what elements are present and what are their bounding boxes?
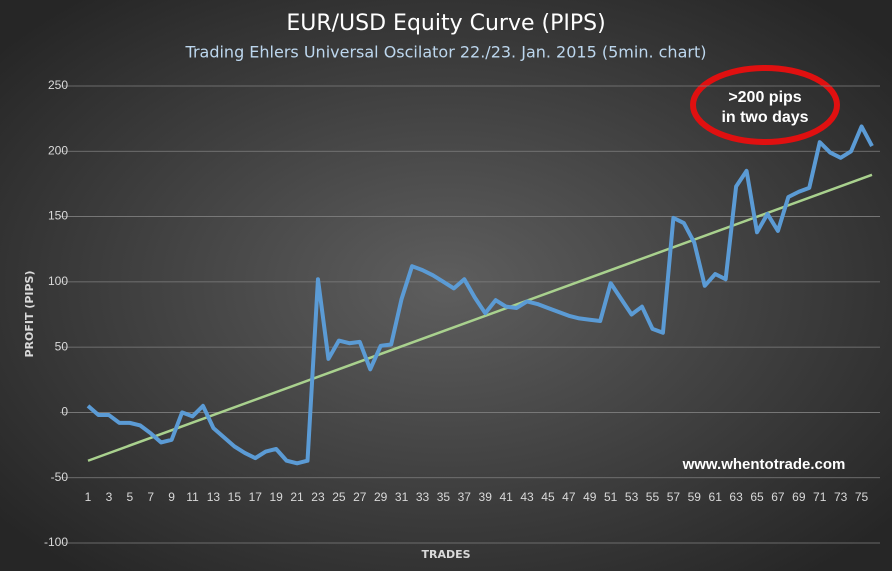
x-tick-label: 35 [437, 490, 451, 504]
x-tick-label: 61 [709, 490, 723, 504]
y-tick-label: 100 [48, 274, 68, 288]
y-tick-label: 150 [48, 209, 68, 223]
x-tick-label: 3 [106, 490, 113, 504]
x-tick-label: 41 [499, 490, 513, 504]
x-tick-label: 5 [126, 490, 133, 504]
y-axis-label: PROFIT (PIPS) [23, 270, 36, 357]
x-tick-label: 15 [228, 490, 242, 504]
x-tick-label: 11 [186, 490, 199, 504]
x-tick-label: 55 [646, 490, 660, 504]
x-tick-label: 13 [207, 490, 221, 504]
annotation: in two days [721, 109, 808, 126]
annotation: >200 pips [728, 89, 801, 106]
x-tick-label: 37 [458, 490, 472, 504]
x-tick-label: 1 [85, 490, 92, 504]
y-tick-label: 50 [55, 339, 69, 353]
x-tick-label: 17 [249, 490, 263, 504]
chart-title: EUR/USD Equity Curve (PIPS) [286, 11, 605, 36]
x-tick-label: 69 [792, 490, 806, 504]
chart-subtitle: Trading Ehlers Universal Oscilator 22./2… [185, 43, 707, 62]
x-tick-label: 45 [541, 490, 555, 504]
x-tick-label: 19 [269, 490, 283, 504]
x-tick-label: 57 [667, 490, 681, 504]
x-tick-label: 9 [168, 490, 175, 504]
x-tick-label: 59 [688, 490, 702, 504]
y-tick-label: 250 [48, 78, 68, 92]
x-tick-label: 75 [855, 490, 869, 504]
highlight-ellipse [690, 65, 840, 145]
x-tick-label: 67 [771, 490, 785, 504]
x-tick-label: 29 [374, 490, 388, 504]
trend-line [87, 173, 873, 462]
x-axis-label: TRADES [421, 548, 470, 561]
x-tick-label: 63 [729, 490, 743, 504]
x-tick-label: 7 [147, 490, 154, 504]
y-tick-label: -50 [51, 470, 69, 484]
x-tick-label: 53 [625, 490, 639, 504]
x-tick-label: 71 [813, 490, 827, 504]
x-tick-label: 23 [311, 490, 325, 504]
x-tick-label: 25 [332, 490, 346, 504]
x-tick-label: 73 [834, 490, 848, 504]
x-tick-label: 31 [395, 490, 409, 504]
x-tick-label: 21 [290, 490, 304, 504]
x-tick-label: 33 [416, 490, 430, 504]
x-tick-label: 27 [353, 490, 367, 504]
x-tick-label: 43 [520, 490, 534, 504]
x-tick-label: 49 [583, 490, 597, 504]
equity-line [86, 124, 874, 466]
x-tick-label: 65 [750, 490, 764, 504]
x-tick-label: 51 [604, 490, 618, 504]
y-tick-label: 0 [61, 405, 68, 419]
x-tick-label: 47 [562, 490, 576, 504]
y-tick-label: -100 [44, 535, 68, 549]
annotation: www.whentotrade.com [682, 456, 846, 473]
y-tick-label: 200 [48, 143, 68, 157]
x-tick-label: 39 [479, 490, 493, 504]
